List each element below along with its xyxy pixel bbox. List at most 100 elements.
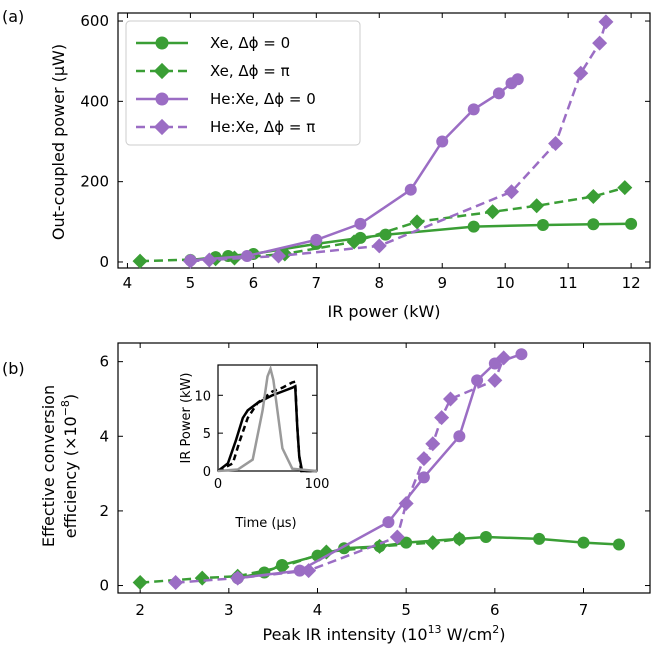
x-tick-label: 10	[496, 274, 515, 292]
y-tick-label: 5	[203, 427, 211, 442]
x-tick-label: 7	[579, 601, 589, 619]
x-axis-label-a: IR power (kW)	[327, 302, 440, 321]
data-point	[612, 538, 625, 551]
series-line	[217, 364, 318, 473]
x-axis-label-b: Peak IR intensity (1013 W/cm2)	[263, 623, 506, 644]
data-point	[617, 180, 633, 196]
data-point	[168, 575, 184, 591]
axes-frame	[117, 12, 651, 269]
data-point	[511, 73, 524, 86]
panel-b: 2 3 4 5 6 7 0 2 4 6	[99, 342, 651, 619]
legend-marker	[153, 62, 171, 80]
data-point	[496, 350, 512, 366]
x-tick-label: 8	[375, 274, 385, 292]
x-tick-label: 3	[224, 601, 234, 619]
legend-label: He:Xe, Δϕ = π	[210, 118, 315, 136]
y-axis-label-a: Out-coupled power (μW)	[49, 44, 68, 240]
series-line	[190, 78, 519, 262]
data-point	[585, 189, 601, 205]
data-point	[230, 570, 246, 586]
x-tick-label: 12	[622, 274, 641, 292]
x-tick-label: 2	[135, 601, 145, 619]
x-tick-label: 6	[249, 274, 259, 292]
data-point	[371, 238, 387, 254]
data-point	[436, 135, 449, 148]
panel-a: 4 5 6 7 8 9 10 11 12 0 200 400 600	[80, 12, 651, 292]
data-point	[241, 249, 254, 262]
series-1	[132, 531, 467, 591]
axes-frame	[117, 342, 651, 594]
y-tick-label: 2	[99, 502, 109, 520]
data-point	[310, 233, 323, 246]
data-point	[487, 372, 503, 388]
legend-marker	[155, 36, 169, 50]
data-point	[453, 430, 466, 443]
x-axis-label-part: 2	[492, 623, 499, 636]
x-axis-label-part: W/cm	[442, 625, 493, 644]
data-point	[434, 410, 450, 426]
y-tick-label: 200	[80, 173, 109, 191]
x-tick-label: 7	[312, 274, 322, 292]
data-point	[409, 214, 425, 230]
data-point	[503, 184, 519, 200]
series-0	[231, 531, 625, 585]
data-point	[404, 183, 417, 196]
x-axis-label-part: 13	[428, 623, 442, 636]
data-point	[194, 570, 210, 586]
x-tick-label: 6	[490, 601, 500, 619]
series-line	[140, 537, 460, 584]
legend-label: Xe, Δϕ = 0	[210, 34, 290, 52]
y-tick-label: 400	[80, 92, 109, 110]
y-label-part: )	[61, 394, 80, 400]
inset-y-axis-label: IR Power (kW)	[179, 373, 194, 464]
data-point	[425, 436, 441, 452]
legend-box	[125, 20, 361, 146]
x-tick-label: 0	[214, 477, 222, 492]
data-point	[488, 357, 501, 370]
series-line	[190, 21, 608, 263]
axes-frame	[217, 364, 318, 472]
legend: Xe, Δϕ = 0 Xe, Δϕ = π He:Xe, Δϕ = 0 He:Xe, …	[125, 20, 361, 146]
y-tick-label: 6	[99, 353, 109, 371]
panel-label-b: (b)	[2, 359, 25, 378]
data-point	[587, 218, 600, 231]
panel-label-a: (a)	[2, 7, 24, 26]
x-tick-label: 5	[401, 601, 411, 619]
data-point	[529, 198, 545, 214]
series-line	[217, 380, 317, 473]
data-point	[416, 451, 432, 467]
x-tick-label: 9	[437, 274, 447, 292]
data-point	[301, 563, 317, 579]
y-tick-label: 4	[99, 427, 109, 445]
data-point	[354, 217, 367, 230]
inset-x-axis-label: Time (μs)	[234, 516, 296, 531]
data-point	[548, 136, 564, 152]
data-point	[573, 65, 589, 81]
data-point	[471, 374, 484, 387]
y-tick-label: 0	[99, 253, 109, 271]
data-point	[592, 35, 608, 51]
y-tick-label: 0	[99, 577, 109, 595]
data-point	[598, 14, 614, 30]
data-point	[577, 536, 590, 549]
x-tick-label: 11	[559, 274, 578, 292]
legend-marker	[153, 118, 171, 136]
data-point	[485, 204, 501, 220]
data-point	[389, 529, 405, 545]
y-tick-label: 10	[194, 389, 211, 404]
data-point	[417, 471, 430, 484]
legend-marker	[155, 92, 169, 106]
data-point	[467, 103, 480, 116]
data-point	[533, 532, 546, 545]
y-label-part: efficiency (×10	[61, 416, 80, 538]
x-axis-label-part: Peak IR intensity (10	[263, 625, 428, 644]
data-point	[492, 87, 505, 100]
legend-label: Xe, Δϕ = π	[210, 62, 290, 80]
y-axis-label-b-line2: efficiency (×10−8)	[59, 394, 80, 538]
y-label-sup: −8	[59, 400, 72, 416]
x-axis-label-part: )	[499, 625, 505, 644]
data-point	[443, 391, 458, 407]
y-tick-label: 600	[80, 12, 109, 30]
panel-inset: 0 100 0 5 10	[194, 364, 329, 492]
